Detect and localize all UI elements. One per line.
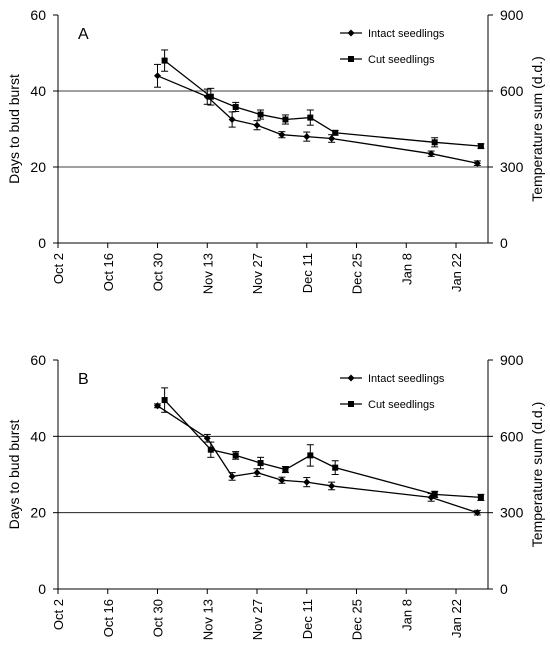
series-intact <box>154 402 481 517</box>
y-tick-label: 20 <box>30 505 46 521</box>
data-point-square <box>477 143 484 150</box>
x-tick-label: Oct 2 <box>51 599 66 630</box>
legend-label: Intact seedlings <box>368 373 445 385</box>
x-tick-label: Oct 30 <box>151 599 166 637</box>
y2-axis-title: Temperature sum (d.d.) <box>529 402 545 548</box>
data-point-diamond <box>473 509 481 517</box>
data-point-diamond <box>253 121 261 129</box>
legend-marker-square <box>348 56 354 62</box>
data-point-square <box>431 139 438 146</box>
data-point-diamond <box>328 482 336 490</box>
data-point-diamond <box>278 131 286 139</box>
x-tick-label: Dec 11 <box>300 599 315 639</box>
x-tick-label: Dec 25 <box>350 253 365 294</box>
x-tick-label: Oct 16 <box>101 253 116 291</box>
legend: Intact seedlings Cut seedlings <box>340 373 445 411</box>
y-tick-label: 60 <box>30 352 46 368</box>
data-point-diamond <box>278 476 286 484</box>
data-point-diamond <box>303 133 311 141</box>
y2-tick-label: 900 <box>500 7 524 23</box>
data-point-diamond <box>253 469 261 477</box>
x-tick-label: Nov 13 <box>200 599 215 640</box>
y2-tick-label: 300 <box>500 159 524 175</box>
x-tick-label: Oct 30 <box>151 253 166 291</box>
y2-tick-label: 0 <box>500 235 508 251</box>
x-tick-label: Nov 27 <box>250 253 265 294</box>
series-intact <box>154 63 481 167</box>
y2-tick-label: 900 <box>500 352 524 368</box>
y-tick-label: 0 <box>38 235 46 251</box>
y-tick-label: 40 <box>30 428 46 444</box>
y2-axis-title: Temperature sum (d.d.) <box>529 56 545 202</box>
x-tick-label: Jan 8 <box>399 253 414 285</box>
panel-label: B <box>78 371 89 388</box>
data-point-diamond <box>427 150 435 158</box>
x-tick-label: Jan 22 <box>449 253 464 292</box>
legend-label: Cut seedlings <box>368 54 435 66</box>
data-point-diamond <box>154 72 162 80</box>
data-point-square <box>431 491 438 498</box>
y2-tick-label: 600 <box>500 83 524 99</box>
legend: Intact seedlings Cut seedlings <box>340 28 445 66</box>
data-point-square <box>232 452 239 459</box>
data-point-square <box>307 114 314 121</box>
y-tick-label: 0 <box>38 581 46 597</box>
x-tick-label: Dec 25 <box>350 599 365 640</box>
y-tick-label: 20 <box>30 159 46 175</box>
data-point-square <box>282 116 289 123</box>
legend-marker-diamond <box>347 374 355 382</box>
data-point-square <box>477 494 484 501</box>
data-point-diamond <box>228 116 236 123</box>
data-point-square <box>161 397 168 404</box>
y-tick-label: 60 <box>30 7 46 23</box>
data-point-diamond <box>473 159 481 167</box>
legend-marker-diamond <box>347 29 355 37</box>
x-tick-label: Nov 13 <box>200 253 215 294</box>
x-tick-label: Jan 8 <box>399 599 414 631</box>
data-point-diamond <box>203 434 211 442</box>
data-point-square <box>282 466 289 473</box>
y2-tick-label: 0 <box>500 581 508 597</box>
data-point-diamond <box>228 472 236 480</box>
x-tick-label: Dec 11 <box>300 253 315 293</box>
x-tick-label: Nov 27 <box>250 599 265 640</box>
x-tick-label: Jan 22 <box>449 599 464 638</box>
data-point-square <box>332 464 339 471</box>
x-tick-label: Oct 2 <box>51 253 66 284</box>
data-point-diamond <box>328 135 336 142</box>
data-point-square <box>257 111 264 118</box>
data-point-square <box>207 93 214 100</box>
panel-label: A <box>78 26 89 43</box>
y2-tick-label: 600 <box>500 428 524 444</box>
data-point-diamond <box>303 478 311 486</box>
y-axis-title: Days to bud burst <box>6 420 22 530</box>
series-cut <box>161 49 485 150</box>
data-point-square <box>307 452 314 459</box>
y-axis-title: Days to bud burst <box>6 74 22 184</box>
legend-label: Intact seedlings <box>368 28 445 40</box>
data-point-square <box>207 446 214 453</box>
x-tick-label: Oct 16 <box>101 599 116 637</box>
data-point-diamond <box>154 402 162 410</box>
series-cut <box>161 387 485 501</box>
legend-label: Cut seedlings <box>368 399 435 411</box>
y-tick-label: 40 <box>30 83 46 99</box>
series-line <box>164 60 481 147</box>
data-point-square <box>161 57 168 64</box>
data-point-square <box>257 460 264 467</box>
y2-tick-label: 300 <box>500 505 524 521</box>
data-point-square <box>232 103 239 110</box>
data-point-square <box>332 129 339 136</box>
legend-marker-square <box>348 401 354 407</box>
